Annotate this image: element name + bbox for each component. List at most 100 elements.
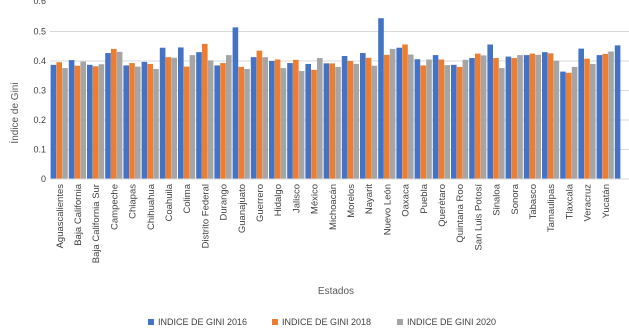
bar	[189, 55, 196, 179]
bar	[238, 66, 244, 179]
x-tick-label: Coahuila	[164, 183, 175, 221]
legend-label: INDICE DE GINI 2016	[158, 317, 247, 327]
bar	[571, 66, 578, 179]
bar	[232, 27, 239, 180]
bar	[178, 47, 184, 180]
y-tick-label: 0.3	[33, 86, 46, 96]
bar	[111, 48, 117, 179]
bar	[135, 66, 141, 179]
bar	[353, 63, 359, 180]
legend: INDICE DE GINI 2016 INDICE DE GINI 2018 IN…	[148, 317, 496, 327]
x-tick-label: Puebla	[419, 183, 430, 213]
bar	[451, 64, 457, 179]
bar	[396, 47, 402, 179]
bar	[183, 66, 190, 179]
y-tick-label: 0.5	[33, 27, 46, 37]
bar	[68, 60, 75, 179]
bar	[487, 44, 493, 180]
bar	[329, 63, 335, 179]
x-tick-label: Tabasco	[528, 184, 539, 219]
x-tick-label: Baja California	[73, 183, 84, 245]
bar	[323, 63, 330, 179]
bar	[226, 55, 232, 179]
x-tick-label: Yucatán	[601, 184, 612, 218]
x-tick-label: Nayarit	[364, 184, 375, 214]
x-tick-label: Oaxaca	[401, 183, 412, 216]
bar	[202, 43, 208, 179]
bar	[480, 55, 487, 179]
bar	[335, 66, 341, 179]
bar	[505, 56, 512, 179]
x-tick-label: Morelos	[346, 184, 357, 218]
legend-swatch	[272, 319, 278, 325]
bar	[50, 64, 57, 179]
bar	[608, 51, 614, 180]
bars	[50, 18, 621, 180]
x-tick-label: Querétaro	[437, 184, 448, 227]
y-tick-label: 0.4	[33, 56, 46, 66]
bar	[529, 53, 536, 180]
bar	[105, 53, 111, 179]
bar	[123, 65, 129, 179]
x-tick-label: Distrito Federal	[200, 184, 211, 248]
y-tick-label: 0.2	[33, 115, 46, 125]
bar	[287, 63, 293, 180]
y-tick-partial: 0.6	[33, 0, 46, 6]
bar	[414, 59, 421, 180]
x-tick-label: Colima	[182, 183, 193, 213]
bar	[469, 58, 475, 179]
x-tick-label: Veracruz	[583, 184, 594, 222]
bar	[566, 72, 572, 179]
x-tick-label: Aguascalientes	[55, 184, 66, 249]
x-tick-label: Jalisco	[291, 184, 302, 213]
bar	[159, 47, 166, 179]
bar	[196, 52, 202, 179]
y-axis-title: Índice de Gini	[8, 82, 21, 143]
bar	[535, 54, 541, 180]
bar	[165, 57, 172, 179]
bar	[384, 54, 390, 180]
x-tick-label: Tamaulipas	[546, 184, 557, 232]
bar	[542, 52, 548, 179]
x-tick-label: Guerrero	[255, 184, 266, 222]
bar	[596, 55, 603, 179]
bar	[214, 65, 220, 179]
x-tick-label: Durango	[219, 184, 230, 220]
bar	[590, 63, 596, 180]
bar	[153, 68, 159, 179]
bar	[92, 66, 99, 179]
x-tick-label: Sinaloa	[492, 183, 503, 215]
bar	[523, 55, 530, 179]
x-tick-label: Hidalgo	[273, 184, 284, 216]
bar	[87, 64, 93, 179]
y-axis-ticks: 0 0.1 0.2 0.3 0.4 0.5	[33, 27, 46, 185]
bar	[420, 65, 426, 179]
bar	[311, 69, 317, 179]
bar	[371, 65, 378, 179]
bar	[80, 61, 86, 180]
x-tick-label: Chihuahua	[146, 183, 157, 230]
legend-swatch	[148, 319, 154, 325]
bar	[341, 55, 348, 179]
x-tick-label: México	[310, 184, 321, 214]
bar	[389, 48, 396, 179]
bar	[274, 59, 281, 179]
y-tick-label: 0.1	[33, 145, 46, 155]
x-tick-label: Chiapas	[128, 184, 139, 219]
bar	[602, 53, 608, 179]
bar	[408, 54, 414, 180]
bar	[402, 44, 408, 180]
bar	[547, 53, 554, 179]
bar	[141, 61, 148, 179]
bar	[578, 48, 584, 179]
bar	[347, 61, 354, 179]
bar	[584, 58, 590, 179]
x-tick-label: Guanajuato	[237, 184, 248, 233]
bar	[499, 68, 505, 179]
bar	[432, 55, 439, 179]
bar	[444, 65, 450, 179]
bar	[262, 57, 268, 179]
bar	[280, 68, 287, 179]
bar	[317, 58, 323, 179]
x-tick-label: Nuevo León	[382, 184, 393, 235]
